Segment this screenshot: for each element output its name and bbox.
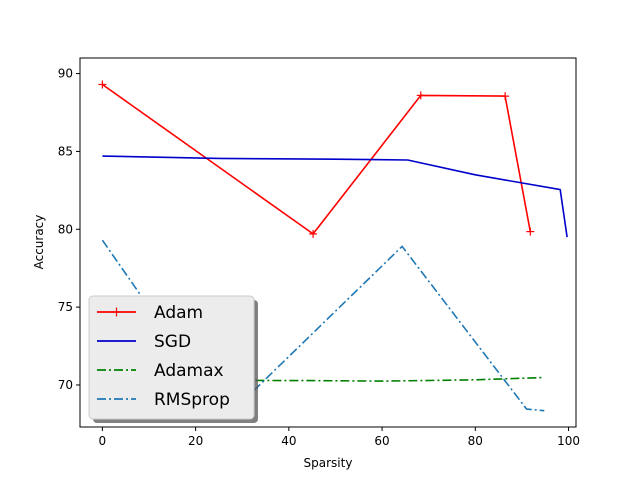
y-tick-label: 85	[58, 144, 73, 158]
y-axis-ticks: 70 75 80 85 90	[58, 67, 80, 392]
legend-item-adam: Adam	[97, 303, 203, 323]
y-tick-label: 75	[58, 300, 73, 314]
legend-box	[88, 295, 255, 420]
series-line-sgd	[102, 155, 568, 238]
x-axis-ticks: 0 20 40 60 80 100	[99, 427, 580, 448]
legend: Adam SGD Adamax RMSprop	[88, 295, 258, 423]
legend-label-adamax: Adamax	[154, 361, 224, 381]
x-tick-label: 60	[374, 434, 389, 448]
data-point-adam	[526, 227, 535, 236]
legend-item-sgd: SGD	[97, 332, 191, 352]
x-tick-label: 20	[188, 434, 203, 448]
legend-entries: Adam SGD Adamax RMSprop	[97, 303, 230, 410]
data-point-adam	[501, 92, 510, 101]
y-tick-label: 90	[58, 67, 73, 81]
legend-label-sgd: SGD	[154, 332, 191, 352]
x-tick-label: 0	[99, 434, 107, 448]
legend-item-adamax: Adamax	[97, 361, 224, 381]
y-tick-label: 70	[58, 378, 73, 392]
legend-item-rmsprop: RMSprop	[97, 390, 230, 410]
data-point-adam	[98, 80, 107, 89]
data-point-adam	[309, 229, 318, 238]
plot-frame	[79, 57, 577, 428]
x-tick-label: 100	[557, 434, 580, 448]
y-tick-label: 80	[58, 222, 73, 236]
legend-label-rmsprop: RMSprop	[154, 390, 230, 410]
x-axis-label: Sparsity	[304, 456, 353, 470]
x-tick-label: 40	[281, 434, 296, 448]
legend-label-adam: Adam	[154, 303, 203, 323]
data-point-adam	[416, 91, 425, 100]
x-tick-label: 80	[468, 434, 483, 448]
y-axis-label: Accuracy	[32, 215, 46, 270]
